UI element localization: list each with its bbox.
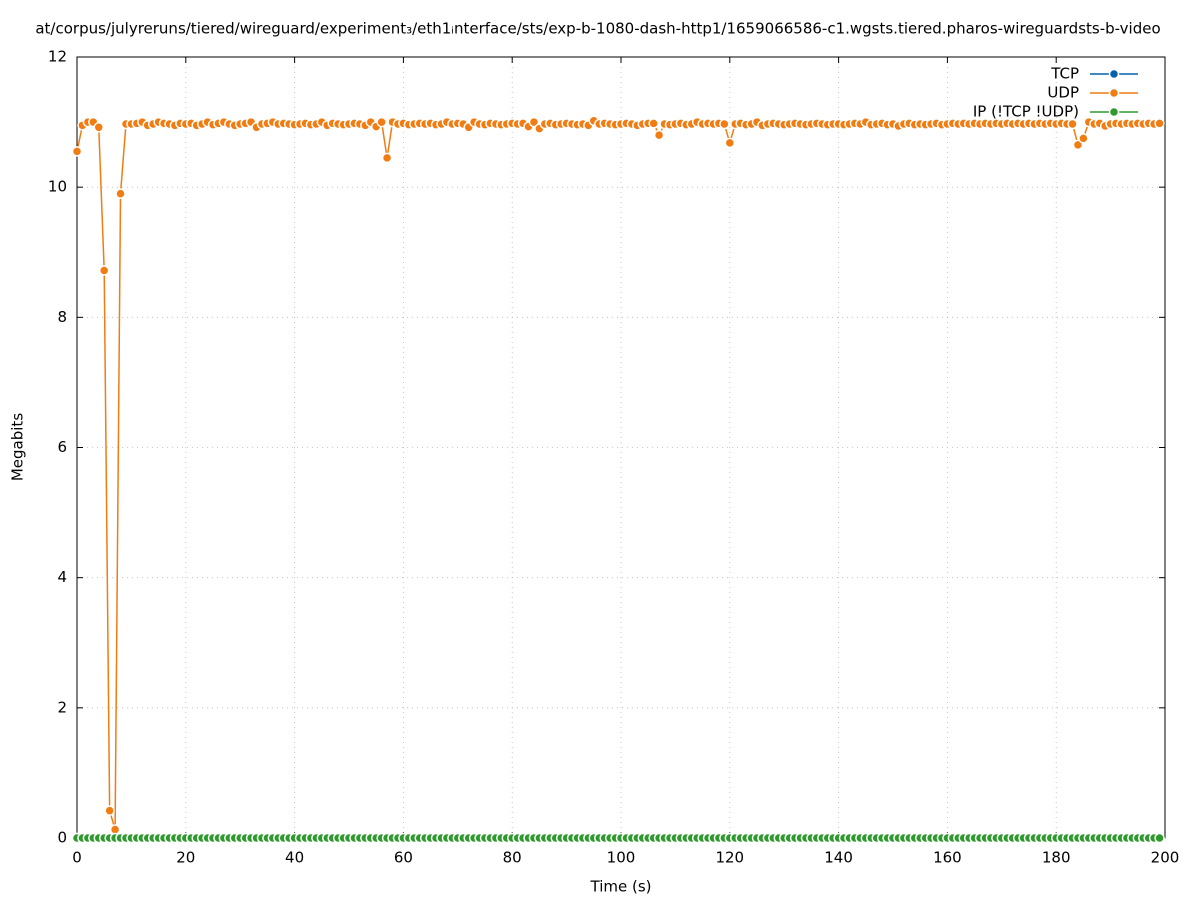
y-axis-label: Megabits [9, 413, 27, 481]
data-point [653, 129, 665, 141]
y-tick-label: 2 [57, 698, 67, 716]
data-point [1072, 139, 1084, 151]
y-tick-label: 4 [57, 568, 67, 586]
data-point [1067, 118, 1078, 130]
x-tick-label: 40 [285, 849, 304, 867]
data-point [719, 118, 730, 130]
data-point [724, 137, 736, 149]
data-point [1154, 832, 1165, 844]
data-point [71, 146, 83, 157]
data-point [115, 188, 126, 199]
x-tick-label: 60 [394, 849, 413, 867]
legend-label: UDP [1047, 84, 1079, 102]
legend-label: TCP [1050, 65, 1079, 83]
data-point [648, 118, 659, 129]
y-tick-label: 0 [57, 829, 67, 847]
series-line [76, 119, 1160, 830]
data-point [98, 265, 110, 276]
x-tick-label: 140 [824, 849, 853, 867]
data-point [104, 805, 115, 816]
x-tick-label: 20 [176, 849, 195, 867]
data-point [93, 122, 105, 133]
legend-swatch [1108, 87, 1120, 99]
x-axis-label: Time (s) [590, 878, 652, 896]
legend-label: IP (!TCP !UDP) [973, 103, 1079, 121]
x-tick-label: 120 [715, 849, 744, 867]
y-tick-label: 6 [57, 438, 67, 456]
data-point [376, 116, 387, 128]
data-point [528, 116, 540, 128]
legend-swatch [1108, 106, 1120, 118]
x-tick-label: 160 [933, 849, 962, 867]
y-tick-label: 8 [57, 308, 67, 326]
data-point [1078, 133, 1089, 144]
x-tick-label: 180 [1042, 849, 1071, 867]
data-point [109, 824, 121, 835]
x-tick-label: 80 [503, 849, 522, 867]
data-point [381, 152, 393, 164]
chart-title: at/corpus/julyreruns/tiered/wireguard/ex… [35, 20, 1160, 38]
data-point [1154, 118, 1165, 129]
y-tick-label: 12 [48, 48, 67, 66]
legend-swatch [1108, 68, 1120, 80]
x-tick-label: 0 [72, 849, 82, 867]
x-tick-label: 200 [1151, 849, 1180, 867]
y-tick-label: 10 [48, 178, 67, 196]
x-tick-label: 100 [607, 849, 636, 867]
